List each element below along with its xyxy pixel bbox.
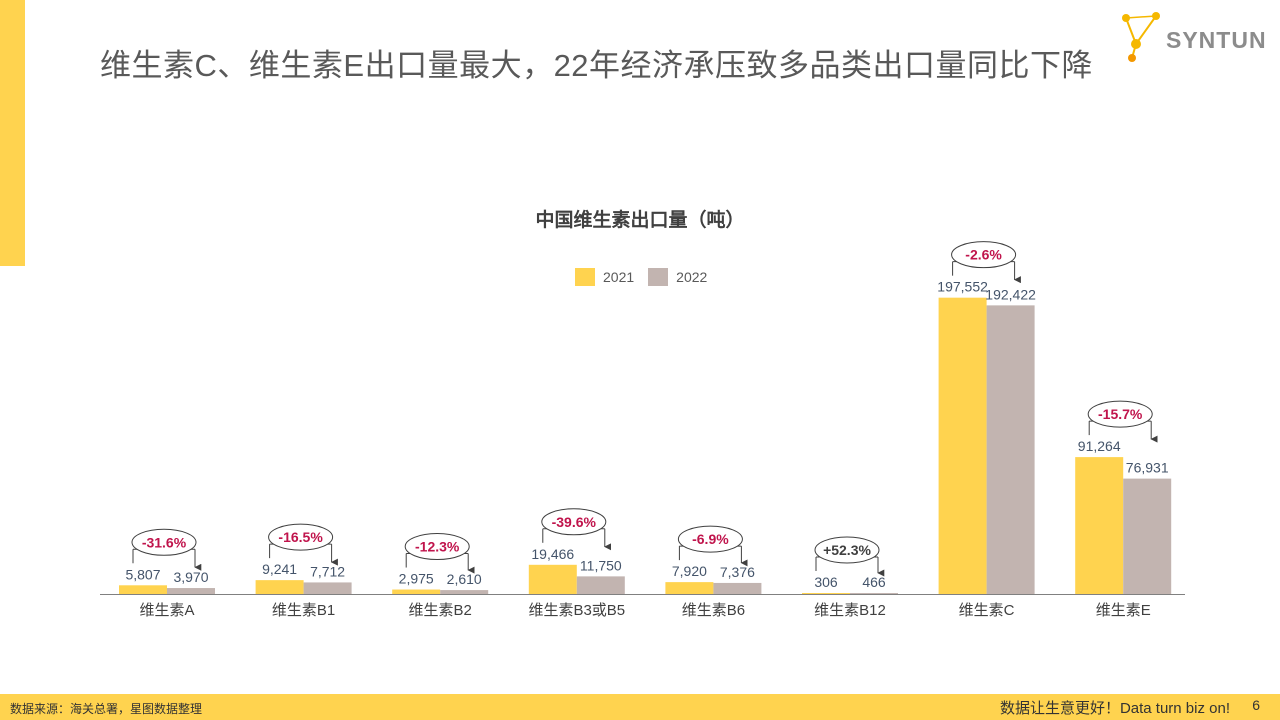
bar-2021 — [119, 585, 167, 594]
bar-2021 — [255, 580, 304, 594]
change-badge — [541, 508, 607, 536]
data-label-2022: 2,610 — [447, 571, 482, 587]
data-label-2021: 9,241 — [262, 561, 297, 577]
data-label-2021: 91,264 — [1078, 438, 1121, 454]
page-title: 维生素C、维生素E出口量最大，22年经济承压致多品类出口量同比下降 — [100, 48, 1094, 83]
footer-slogan: 数据让生意更好！Data turn biz on! — [999, 700, 1230, 717]
bar-2022 — [713, 582, 762, 594]
bar-2021 — [392, 589, 441, 594]
bar-2022 — [576, 576, 625, 594]
change-badge — [268, 523, 334, 551]
category-label: 维生素C — [959, 602, 1015, 619]
change-label: -16.5% — [278, 529, 323, 545]
data-label-2022: 3,970 — [173, 569, 208, 585]
bar-2022 — [167, 588, 215, 594]
change-label: -2.6% — [965, 247, 1002, 263]
category-label: 维生素B12 — [814, 602, 886, 619]
data-label-2022: 7,376 — [720, 564, 755, 580]
data-label-2022: 76,931 — [1126, 460, 1169, 476]
data-label-2021: 306 — [814, 574, 838, 590]
data-label-2022: 192,422 — [985, 286, 1036, 302]
chart-title: 中国维生素出口量（吨） — [535, 210, 745, 231]
change-badge — [677, 525, 743, 553]
data-label-2022: 11,750 — [580, 557, 622, 573]
bar-2021 — [528, 564, 577, 594]
bar-2021 — [1075, 457, 1124, 594]
category-label: 维生素A — [139, 602, 194, 619]
change-label: -6.9% — [692, 531, 729, 547]
bar-2022 — [986, 305, 1035, 594]
legend-swatch-2022 — [648, 268, 669, 286]
footer-bar: 数据来源：海关总署，星图数据整理 数据让生意更好！Data turn biz o… — [0, 694, 1280, 720]
category-label: 维生素B2 — [409, 602, 472, 619]
change-badge — [814, 536, 880, 564]
data-label-2021: 19,466 — [531, 546, 574, 562]
category-label: 维生素E — [1096, 602, 1151, 619]
bar-2021 — [665, 582, 714, 594]
bar-2021 — [802, 593, 850, 594]
data-label-2022: 7,712 — [310, 563, 345, 579]
legend-swatch-2021 — [575, 268, 595, 286]
page-number: 6 — [1252, 697, 1260, 713]
syntun-logo-icon — [1122, 12, 1160, 62]
change-badge — [131, 528, 197, 556]
data-label-2022: 466 — [862, 574, 886, 590]
bar-2022 — [850, 593, 898, 594]
category-label: 维生素B3或B5 — [528, 602, 625, 619]
change-badge — [404, 533, 470, 561]
legend-item-2022: 2022 — [648, 268, 707, 286]
data-label-2021: 7,920 — [672, 563, 707, 579]
data-label-2021: 5,807 — [125, 566, 160, 582]
change-label: -39.6% — [552, 514, 597, 530]
legend-item-2021: 2021 — [575, 268, 634, 286]
legend-label-2022: 2022 — [676, 269, 708, 285]
change-label: -15.7% — [1098, 406, 1143, 422]
bar-2022 — [440, 590, 489, 594]
data-label-2021: 2,975 — [399, 571, 434, 587]
data-label-2021: 197,552 — [937, 279, 988, 295]
change-label: -31.6% — [142, 534, 187, 550]
change-label: +52.3% — [823, 542, 871, 558]
category-label: 维生素B6 — [682, 602, 745, 619]
change-badge — [1087, 400, 1153, 428]
change-badge — [951, 241, 1017, 269]
change-label: -12.3% — [415, 539, 460, 555]
bar-2022 — [1123, 478, 1172, 594]
category-label: 维生素B1 — [272, 602, 335, 619]
data-source-note: 数据来源：海关总署，星图数据整理 — [10, 702, 203, 716]
legend-label-2021: 2021 — [603, 269, 635, 285]
brand-name: SYNTUN — [1166, 27, 1267, 53]
left-accent-bar — [0, 0, 25, 266]
bar-2022 — [303, 582, 352, 594]
chart-legend: 2021 2022 — [575, 268, 707, 286]
bar-2021 — [938, 297, 987, 594]
